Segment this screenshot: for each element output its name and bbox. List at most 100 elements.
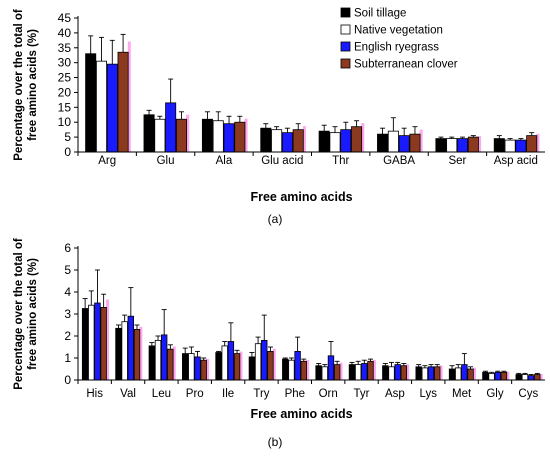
bar-subterranean-clover [526,135,538,153]
bar-native-vegetation [488,372,495,381]
bar-soil-tillage [81,308,89,381]
y-tick-label: 45 [58,11,72,25]
legend-label-english-ryegrass: English ryegrass [354,42,439,54]
bar-highlight-subterranean-clover [439,365,443,380]
y-tick-label: 5 [64,263,71,277]
bar-subterranean-clover [333,364,341,381]
bar-subterranean-clover [300,360,307,381]
bar-native-vegetation [354,364,362,381]
x-tick-label: GABA [383,155,415,167]
bar-highlight-subterranean-clover [536,133,540,152]
bar-soil-tillage [415,366,422,381]
bar-highlight-subterranean-clover [206,358,210,380]
bar-highlight-subterranean-clover [127,41,131,152]
x-tick-label: Phe [285,388,305,400]
bar-highlight-subterranean-clover [302,126,306,152]
bar-english-ryegrass [294,350,301,381]
bar-soil-tillage [482,371,489,381]
y-axis-title: Percentage over the total of free amino a… [13,238,39,390]
bar-english-ryegrass [94,302,101,381]
bar-soil-tillage [260,127,272,153]
y-tick-label: 15 [58,100,72,114]
bar-english-ryegrass [227,341,235,381]
y-tick-label: 4 [64,285,71,299]
bar-highlight-subterranean-clover [472,367,476,380]
x-tick-label: Glu [157,155,175,167]
x-tick-label: Gly [486,388,504,400]
bar-highlight-subterranean-clover [539,373,543,380]
x-tick-label: Pro [186,388,204,400]
bar-native-vegetation [154,339,162,381]
bar-native-vegetation [288,359,295,381]
legend-label-soil-tillage: Soil tillage [354,8,406,20]
bar-native-vegetation [455,367,462,381]
bar-highlight-subterranean-clover [361,123,365,152]
bar-subterranean-clover [267,350,274,381]
bar-highlight-subterranean-clover [172,346,176,380]
bar-soil-tillage [515,374,522,381]
bar-subterranean-clover [292,129,304,153]
x-axis-title: Free amino acids [250,407,352,421]
bar-english-ryegrass [194,356,201,381]
legend-swatch-subterranean-clover [340,58,351,69]
bar-subterranean-clover [117,51,129,153]
bar-highlight-subterranean-clover [339,362,343,380]
y-tick-label: 5 [64,130,71,144]
bar-soil-tillage [148,345,156,381]
y-tick-label: 30 [58,56,72,70]
y-tick-label: 40 [58,26,72,40]
x-tick-label: Ser [448,155,466,167]
bar-subterranean-clover [409,133,421,153]
bar-english-ryegrass [398,135,410,153]
bar-highlight-subterranean-clover [272,348,276,380]
bar-english-ryegrass [223,123,235,153]
bar-subterranean-clover [233,353,241,381]
bar-subterranean-clover [434,366,441,381]
bar-native-vegetation [212,120,224,153]
x-tick-label: Tyr [354,388,370,400]
y-tick-label: 35 [58,41,72,55]
y-tick-label: 2 [64,329,71,343]
bar-english-ryegrass [361,363,368,381]
panel-b-caption: (b) [268,435,283,449]
bar-english-ryegrass [261,339,268,381]
bar-english-ryegrass [427,366,435,381]
panel-a-legend: Soil tillage Native vegetation English rye… [340,8,458,71]
x-axis-title: Free amino acids [250,190,352,204]
y-tick-label: 10 [58,115,72,129]
y-tick-label: 20 [58,85,72,99]
x-tick-label: Asp [385,388,405,400]
bar-highlight-subterranean-clover [419,129,423,152]
bar-native-vegetation [121,321,128,381]
bar-subterranean-clover [400,365,408,381]
bar-english-ryegrass [394,364,401,381]
x-tick-label: Val [120,388,136,400]
y-tick-label: 25 [58,71,72,85]
bar-subterranean-clover [133,328,141,381]
bar-native-vegetation [521,374,529,381]
bar-highlight-subterranean-clover [306,359,310,380]
bar-highlight-subterranean-clover [506,371,510,380]
bar-soil-tillage [215,352,222,381]
bar-highlight-subterranean-clover [106,299,110,380]
bar-soil-tillage [248,356,256,381]
x-tick-label: His [86,388,103,400]
bar-english-ryegrass [340,129,352,153]
bar-native-vegetation [321,366,328,381]
bar-subterranean-clover [200,359,207,381]
x-tick-label: Try [253,388,269,400]
bar-subterranean-clover [467,368,474,381]
legend-swatch-native-vegetation [340,24,351,35]
x-tick-label: Orn [319,388,338,400]
bar-native-vegetation [504,139,516,153]
bar-native-vegetation [254,343,262,381]
bar-soil-tillage [85,53,97,153]
x-tick-label: Leu [152,388,171,400]
bar-soil-tillage [318,130,330,153]
y-tick-label: 6 [64,241,71,255]
bar-soil-tillage [377,133,389,153]
y-axis-title: Percentage over the total of free amino a… [13,9,39,161]
bar-highlight-subterranean-clover [372,359,376,380]
bar-subterranean-clover [351,126,363,153]
bar-highlight-subterranean-clover [244,118,248,152]
